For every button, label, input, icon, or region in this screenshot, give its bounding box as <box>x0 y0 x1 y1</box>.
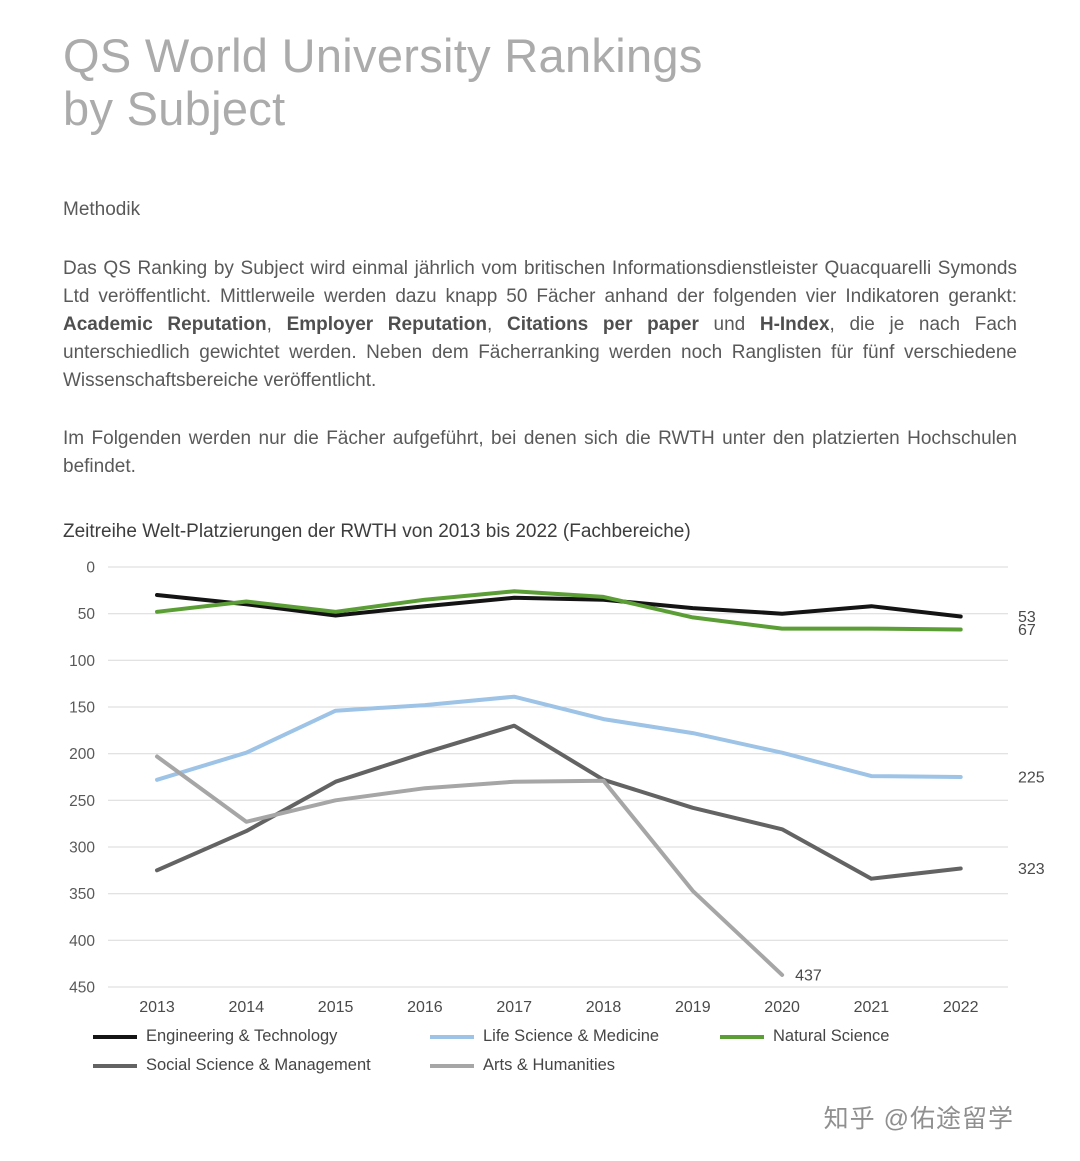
legend-line-swatch <box>93 1034 137 1039</box>
x-tick-label: 2018 <box>586 999 622 1016</box>
legend-line-swatch <box>430 1063 474 1068</box>
y-tick-label: 200 <box>69 746 95 763</box>
y-tick-label: 450 <box>69 980 95 997</box>
legend-line-swatch <box>430 1034 474 1039</box>
series-line <box>155 593 963 619</box>
x-tick-label: 2015 <box>318 999 354 1016</box>
x-tick-label: 2017 <box>496 999 532 1016</box>
legend-item: Engineering & Technology <box>93 1027 430 1046</box>
legend-line-swatch <box>720 1034 764 1039</box>
y-tick-label: 250 <box>69 793 95 810</box>
y-tick-label: 400 <box>69 933 95 950</box>
page-title-line2: by Subject <box>63 81 286 135</box>
page-title: QS World University Rankings by Subject <box>63 29 1017 135</box>
legend-label: Life Science & Medicine <box>483 1027 660 1046</box>
series-line <box>155 589 963 632</box>
x-tick-label: 2016 <box>407 999 443 1016</box>
series-line <box>155 694 963 783</box>
series-end-label: 323 <box>1018 861 1045 878</box>
y-tick-label: 0 <box>86 560 95 577</box>
chart-canvas: 0 50 100 150 200 250 300 350 400 450 2013 2014 2015 2… <box>69 560 1045 1017</box>
paragraph-note: Im Folgenden werden nur die Fächer aufge… <box>63 428 1017 478</box>
y-tick-label: 300 <box>69 840 95 857</box>
legend-label: Engineering & Technology <box>146 1027 338 1046</box>
chart-legend: Engineering & Technology Life Science & M… <box>93 1027 1017 1075</box>
series-end-label: 225 <box>1018 770 1045 787</box>
page-title-line1: QS World University Rankings <box>63 29 703 82</box>
y-tick-label: 150 <box>69 700 95 717</box>
x-tick-label: 2013 <box>139 999 175 1016</box>
legend-item: Social Science & Management <box>93 1056 430 1075</box>
x-tick-label: 2020 <box>764 999 800 1016</box>
legend-label: Arts & Humanities <box>483 1056 616 1075</box>
y-tick-label: 100 <box>69 653 95 670</box>
x-tick-label: 2014 <box>229 999 265 1016</box>
legend-label: Natural Science <box>773 1027 890 1046</box>
y-tick-label: 50 <box>78 606 96 623</box>
x-tick-label: 2022 <box>943 999 979 1016</box>
legend-item: Arts & Humanities <box>430 1056 720 1075</box>
legend-item: Natural Science <box>720 1027 1017 1046</box>
x-tick-label: 2019 <box>675 999 711 1016</box>
x-tick-label: 2021 <box>854 999 890 1016</box>
series-end-label: 53 <box>1018 609 1036 626</box>
legend-item: Life Science & Medicine <box>430 1027 720 1046</box>
legend-line-swatch <box>93 1063 137 1068</box>
section-heading: Methodik <box>63 199 141 221</box>
series-end-label: 437 <box>795 968 822 985</box>
paragraph-methodology: Das QS Ranking by Subject wird einmal jä… <box>63 258 1018 392</box>
legend-label: Social Science & Management <box>146 1056 371 1075</box>
watermark-zhihu: 知乎 @佑途留学 <box>823 1105 1014 1133</box>
rankings-line-chart: 0 50 100 150 200 250 300 350 400 450 2013 2014 2015 2… <box>63 553 1045 1025</box>
series-end-label: 67 <box>1018 622 1036 639</box>
series-line <box>155 723 963 881</box>
series-line <box>155 754 785 978</box>
y-tick-label: 350 <box>69 886 95 903</box>
chart-title: Zeitreihe Welt-Platzierungen der RWTH vo… <box>63 521 691 543</box>
